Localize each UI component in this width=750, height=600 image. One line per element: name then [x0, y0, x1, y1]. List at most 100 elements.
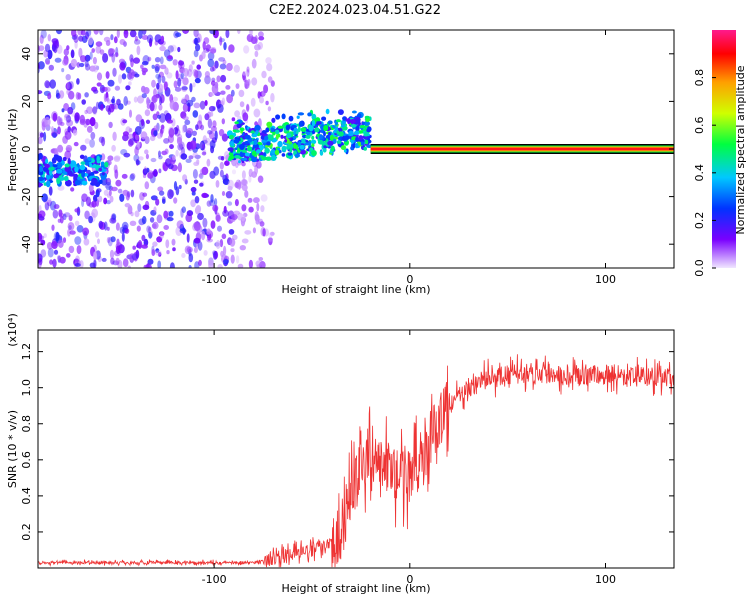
spectrogram-cell — [66, 119, 74, 127]
spectrogram-cell — [56, 168, 63, 174]
spectrogram-cell — [220, 74, 227, 83]
spectrogram-cell — [93, 64, 99, 73]
spectrogram-cell — [91, 48, 95, 53]
spectrogram-cell — [308, 125, 314, 132]
spectrogram-cell — [340, 145, 347, 151]
spectrogram-cell — [93, 170, 99, 174]
spectrogram-cell — [79, 119, 86, 126]
spectrogram-cell — [91, 200, 97, 208]
spectrogram-cell — [223, 42, 227, 51]
spectrogram-cell — [56, 155, 63, 163]
spectrogram-cell — [230, 141, 235, 147]
spectrogram-cell — [284, 139, 288, 143]
spectrogram-cell — [91, 208, 98, 218]
spectrogram-cell — [274, 129, 280, 135]
spectrogram-cell — [186, 246, 193, 253]
spectrogram-cell — [38, 258, 43, 266]
spectrogram-cell — [163, 210, 169, 219]
spectrogram-cell — [210, 220, 216, 229]
spectrogram-cell — [81, 171, 85, 178]
snr-x-axis-title: Height of straight line (km) — [281, 582, 430, 595]
spectrogram-cell — [111, 98, 115, 104]
spectrogram-cell — [220, 156, 225, 161]
spectrogram-cell — [207, 118, 213, 129]
spectrogram-cell — [150, 135, 156, 142]
spectrogram-cell — [64, 115, 69, 121]
spectrogram-cell — [198, 173, 203, 178]
y-tick-label: 0.8 — [20, 415, 33, 433]
spectrogram-cell — [114, 52, 119, 58]
spectrogram-cell — [77, 92, 82, 100]
spectrogram-cell — [166, 72, 173, 79]
spectrogram-cell — [299, 149, 306, 155]
y-tick-label: 0.2 — [20, 523, 33, 541]
spectrogram-cell — [193, 49, 199, 58]
spectrogram-cell — [107, 79, 115, 87]
spectrogram-cell — [52, 258, 57, 268]
y-tick-label: 40 — [20, 47, 33, 61]
spectrogram-cell — [57, 239, 64, 248]
spectrogram-cell — [328, 132, 331, 136]
y-tick-label: 0.4 — [20, 487, 33, 505]
spectrogram-cell — [133, 57, 140, 64]
spectrogram-cell — [239, 245, 246, 251]
spectrogram-cell — [244, 152, 250, 157]
spectrogram-cell — [46, 242, 53, 250]
spectrogram-cell — [130, 173, 136, 180]
spectrogram-cell — [161, 150, 168, 156]
spectrogram-cell — [156, 82, 160, 90]
spectrogram-cell — [110, 257, 115, 265]
spectrogram-cell — [209, 92, 215, 97]
spectrogram-cell — [38, 216, 45, 221]
spectrogram-cell — [247, 197, 253, 203]
spectrogram-cell — [285, 124, 291, 131]
spectrogram-cell — [157, 260, 162, 268]
spectrogram-cell — [354, 130, 360, 136]
spectrogram-cell — [143, 264, 147, 268]
spectrogram-cell — [144, 109, 151, 117]
chart-title: C2E2.2024.023.04.51.G22 — [269, 3, 441, 18]
spectrogram-cell — [99, 49, 105, 55]
spectrogram-cell — [233, 138, 240, 144]
spectrogram-cell — [101, 257, 107, 262]
spectrogram-cell — [154, 57, 161, 63]
spectrogram-cell — [167, 45, 174, 53]
spectrogram-cell — [146, 262, 150, 268]
spectrogram-cell — [137, 156, 144, 161]
spectrogram-cell — [354, 143, 359, 149]
spectrogram-cell — [133, 39, 141, 45]
spectrogram-cell — [106, 226, 110, 231]
spectrogram-cell — [191, 60, 195, 65]
spectrogram-cell — [204, 75, 211, 85]
spectrogram-cell — [95, 231, 100, 238]
spectrogram-cell — [93, 194, 98, 203]
spectrogram-cell — [153, 169, 158, 177]
spectrogram-cell — [84, 92, 89, 98]
spectrogram-cell — [158, 150, 161, 158]
spectrogram-cell — [355, 136, 359, 142]
spectrogram-cell — [72, 129, 78, 136]
spectrogram-cell — [156, 133, 163, 139]
spectrogram-cell — [210, 48, 217, 54]
spectrogram-cell — [70, 187, 75, 192]
spectrogram-cell — [193, 237, 201, 244]
spectrogram-cell — [54, 147, 58, 157]
spectrogram-cell — [342, 126, 348, 130]
spectrogram-cell — [126, 191, 131, 198]
spectrogram-cell — [325, 108, 330, 115]
spectrogram-cell — [40, 249, 47, 258]
spectrogram-cell — [128, 128, 133, 133]
spectrogram-cell — [108, 189, 112, 197]
spectrogram-cell — [95, 65, 100, 71]
spectrogram-cell — [76, 78, 80, 85]
spectrogram-cell — [263, 152, 266, 156]
spectrogram-cell — [39, 165, 43, 173]
spectrogram-cell — [264, 135, 269, 141]
spectrogram-cell — [96, 82, 102, 87]
spectrogram-cell — [201, 230, 206, 241]
spectrogram-cell — [129, 30, 137, 38]
spectrogram-cell — [52, 164, 58, 168]
colorbar-ticks: 0.0 0.2 0.4 0.6 0.8 — [693, 69, 716, 277]
spectrogram-cell — [53, 249, 59, 255]
spectrogram-cell — [163, 110, 169, 117]
